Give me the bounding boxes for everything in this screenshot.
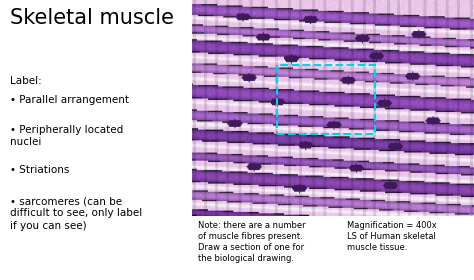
Text: • Parallel arrangement: • Parallel arrangement — [9, 95, 129, 105]
Text: • sarcomeres (can be
difficult to see, only label
if you can see): • sarcomeres (can be difficult to see, o… — [9, 196, 142, 231]
Bar — [277, 65, 375, 134]
Text: Label:: Label: — [9, 76, 41, 86]
Text: Magnification = 400x
LS of Human skeletal
muscle tissue.: Magnification = 400x LS of Human skeleta… — [347, 221, 437, 252]
Text: Note: there are a number
of muscle fibres present.
Draw a section of one for
the: Note: there are a number of muscle fibre… — [198, 221, 305, 263]
Text: • Peripherally located
nuclei: • Peripherally located nuclei — [9, 125, 123, 147]
Text: • Striations: • Striations — [9, 165, 69, 175]
Text: Skeletal muscle: Skeletal muscle — [9, 8, 173, 28]
